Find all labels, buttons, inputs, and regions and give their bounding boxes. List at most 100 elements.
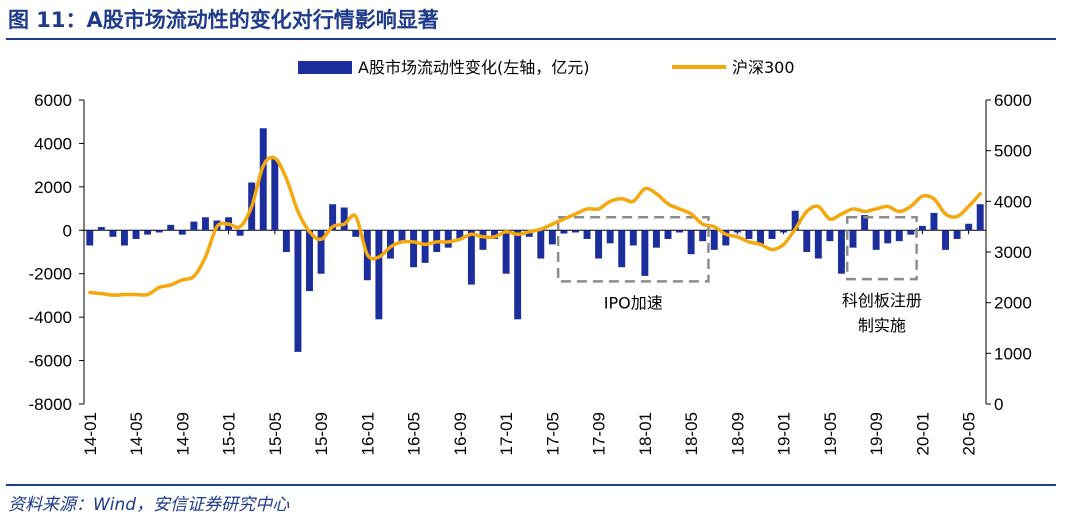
bar xyxy=(583,230,591,239)
bar xyxy=(757,230,764,246)
x-tick-label: 16-09 xyxy=(451,412,470,455)
bar xyxy=(548,230,556,245)
x-tick-label: 20-05 xyxy=(960,412,979,455)
bar xyxy=(537,230,545,259)
bar xyxy=(780,230,788,233)
bar xyxy=(525,230,533,237)
x-tick-label: 18-01 xyxy=(636,412,655,455)
bar xyxy=(722,230,730,246)
left-tick-label: 2000 xyxy=(34,178,72,197)
x-axis: 14-01 14-05 14-09 15-01 15-05 15-09 16-01 16-05… xyxy=(81,229,986,455)
bar xyxy=(560,230,568,234)
bar xyxy=(375,230,383,320)
figure-title: 图 11：A股市场流动性的变化对行情影响显著 xyxy=(8,8,439,32)
bar xyxy=(201,217,209,231)
hs300-line xyxy=(88,155,982,297)
bar xyxy=(907,230,915,235)
left-tick-label: 6000 xyxy=(34,91,72,110)
bar xyxy=(652,230,660,248)
bar xyxy=(236,230,244,236)
bar xyxy=(294,230,302,352)
bar xyxy=(410,230,418,268)
bar xyxy=(942,230,949,250)
bar xyxy=(86,230,94,246)
bar xyxy=(144,230,152,235)
bar xyxy=(872,230,880,250)
x-tick-label: 14-01 xyxy=(81,412,100,455)
legend-bar-swatch xyxy=(298,61,352,74)
legend-line-label: 沪深300 xyxy=(732,58,795,77)
legend-bar-label: A股市场流动性变化(左轴，亿元) xyxy=(358,58,589,77)
x-tick-label: 15-09 xyxy=(312,412,331,455)
left-tick-label: 0 xyxy=(63,221,72,240)
annotation-box xyxy=(556,216,710,283)
bar xyxy=(479,230,487,250)
bar xyxy=(803,230,811,252)
x-tick-label: 19-09 xyxy=(867,412,886,455)
bar xyxy=(606,230,614,244)
bar xyxy=(340,207,348,231)
left-axis: 6000 4000 2000 0 -2000 -4000 -6000 -8000 xyxy=(29,91,85,414)
x-tick-label: 19-05 xyxy=(821,412,840,455)
bar xyxy=(791,210,799,231)
bar xyxy=(491,230,498,239)
x-tick-label: 18-09 xyxy=(728,412,747,455)
x-tick-label: 19-01 xyxy=(775,412,794,455)
bar xyxy=(618,230,626,268)
title-rule xyxy=(6,38,1056,40)
source-note: 资料来源：Wind，安信证券研究中心 xyxy=(8,495,290,515)
bar xyxy=(178,230,186,235)
line-series xyxy=(88,155,982,297)
x-tick-label: 16-01 xyxy=(358,412,377,455)
bar xyxy=(710,230,718,250)
x-tick-label: 14-05 xyxy=(127,412,146,455)
bar xyxy=(514,230,522,320)
bar xyxy=(398,230,406,244)
bar xyxy=(282,230,290,252)
annotation-box xyxy=(845,216,918,281)
x-tick-label: 17-09 xyxy=(590,412,609,455)
x-tick-label: 20-01 xyxy=(913,412,932,455)
x-tick-label: 16-05 xyxy=(405,412,424,455)
bar xyxy=(664,230,672,239)
bar-series xyxy=(86,128,984,352)
bar xyxy=(190,221,198,231)
bar xyxy=(849,230,857,248)
bar xyxy=(306,230,313,292)
bar xyxy=(826,230,834,242)
right-tick-label: 5000 xyxy=(994,142,1032,161)
right-tick-label: 2000 xyxy=(994,294,1032,313)
bar xyxy=(918,225,926,231)
bar xyxy=(768,230,776,239)
bar xyxy=(676,230,684,233)
x-tick-label: 14-09 xyxy=(173,412,192,455)
bar xyxy=(629,230,637,246)
x-tick-label: 18-05 xyxy=(682,412,701,455)
right-axis: 6000 5000 4000 3000 2000 1000 0 xyxy=(985,91,1032,414)
annotation-label-line2: 制实施 xyxy=(858,316,906,335)
left-tick-label: -6000 xyxy=(29,352,72,371)
right-tick-label: 4000 xyxy=(994,192,1032,211)
bar xyxy=(386,230,394,259)
bar xyxy=(595,230,603,259)
bar xyxy=(745,230,753,239)
bar xyxy=(814,230,822,259)
bar xyxy=(976,204,984,231)
bar xyxy=(884,230,892,244)
bar xyxy=(733,230,741,233)
bar xyxy=(699,230,707,242)
bar xyxy=(467,230,475,285)
bar xyxy=(167,224,175,231)
bar xyxy=(965,223,973,231)
bar xyxy=(895,230,903,242)
left-tick-label: -8000 xyxy=(29,395,72,414)
bar xyxy=(502,230,510,274)
bar xyxy=(421,230,429,263)
bar xyxy=(329,204,337,231)
bar xyxy=(97,227,105,231)
bar xyxy=(132,230,140,239)
bar xyxy=(456,230,464,239)
right-tick-label: 0 xyxy=(994,395,1003,414)
